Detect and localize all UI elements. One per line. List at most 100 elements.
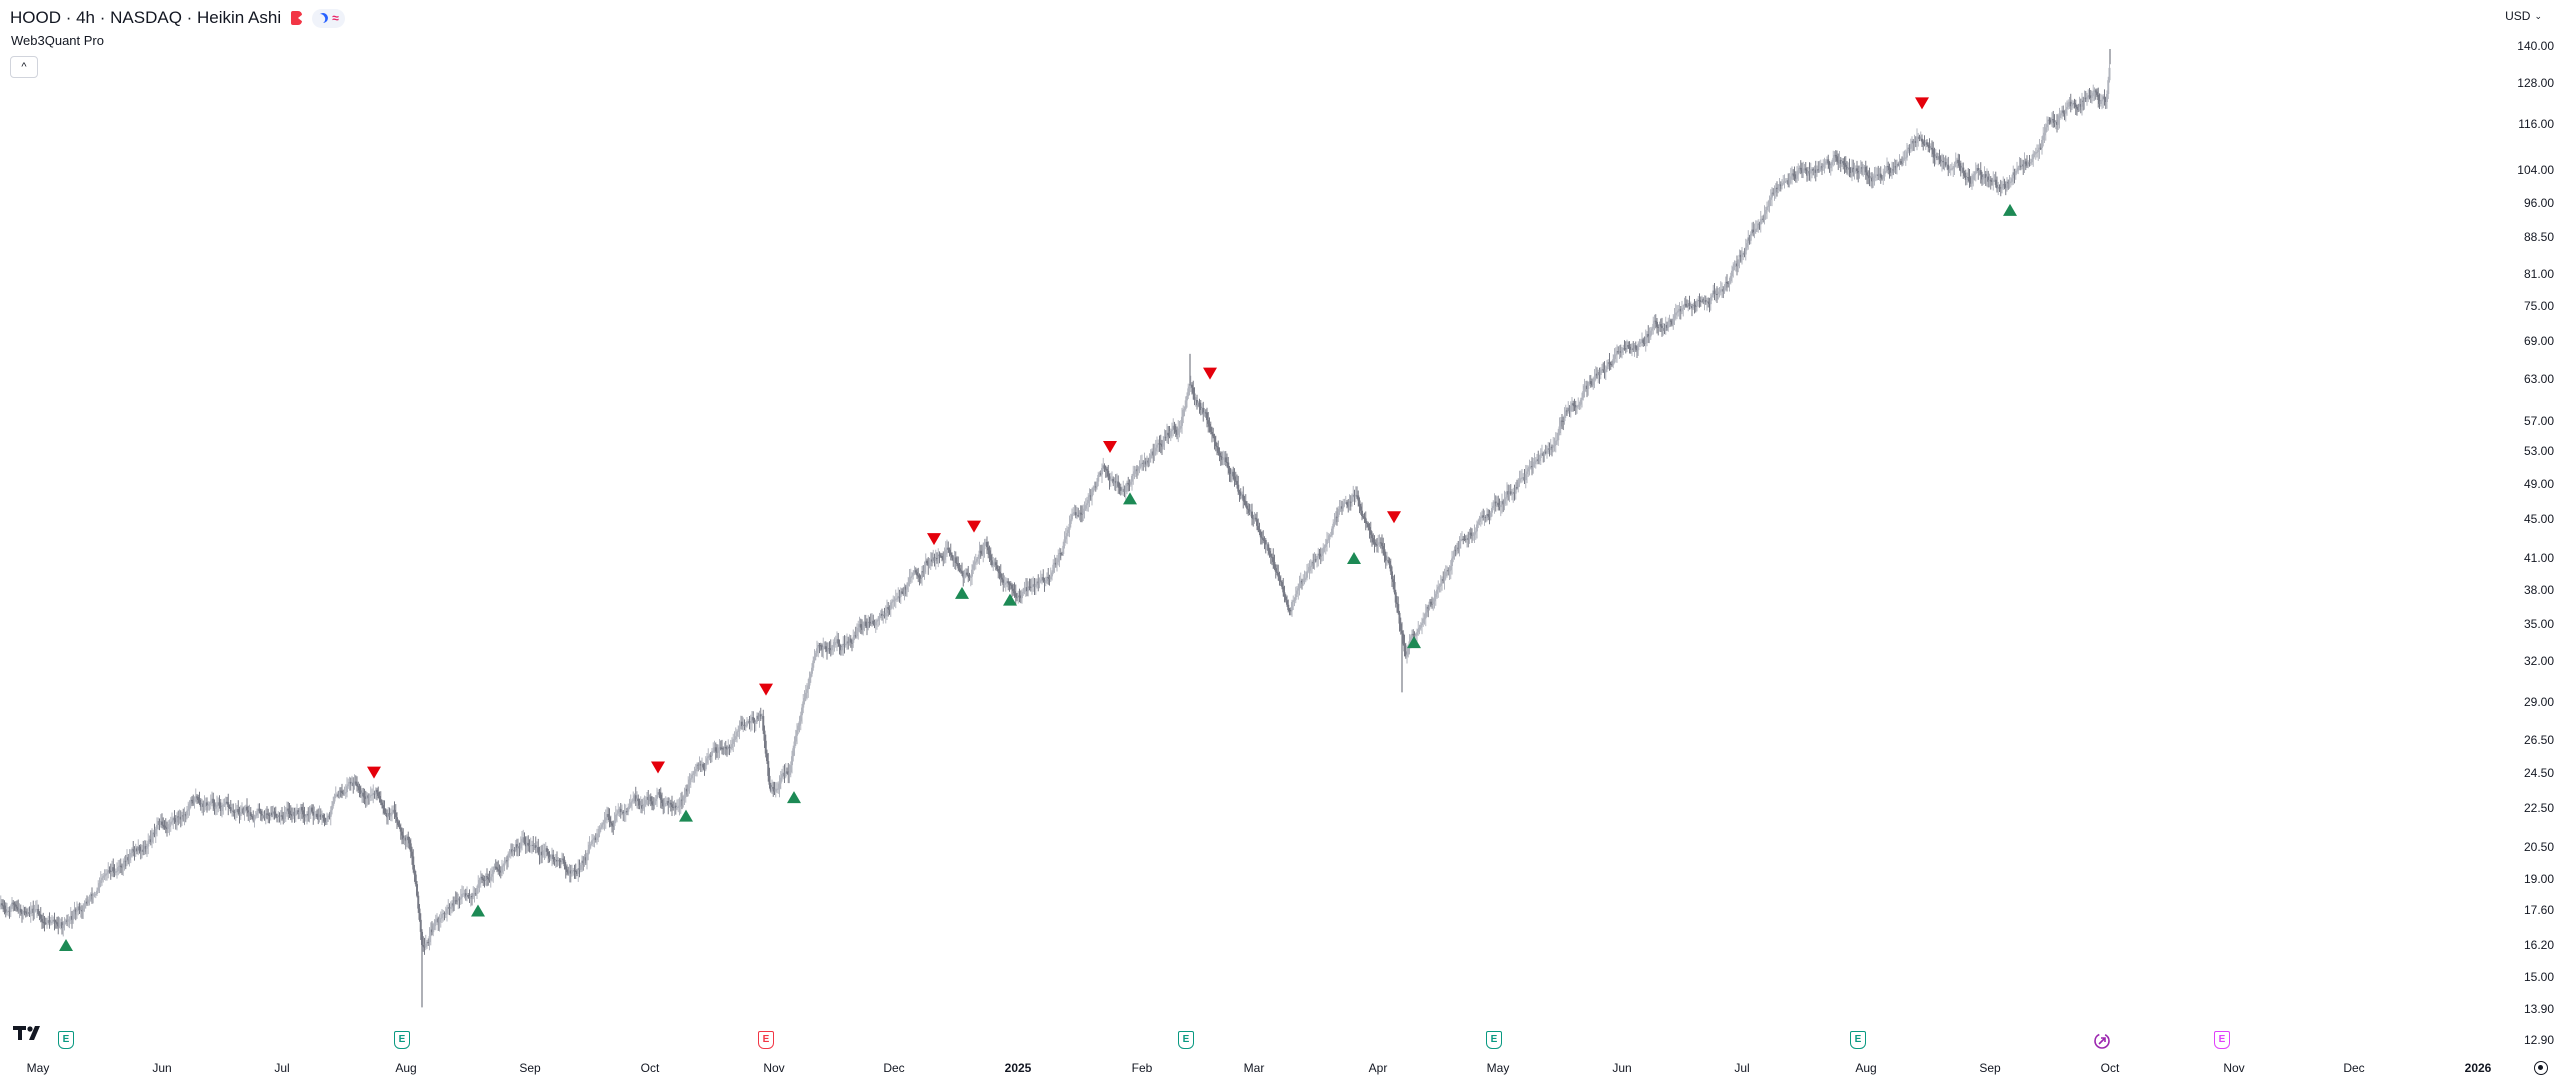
candle-body [187, 809, 190, 811]
earnings-icon[interactable]: E [58, 1031, 74, 1049]
candle-body [692, 773, 695, 775]
candle-body [1012, 588, 1015, 592]
buy-signal-marker[interactable] [787, 791, 801, 804]
candle-body [274, 813, 277, 817]
candle-body [1123, 488, 1126, 492]
candle-body [1394, 592, 1397, 603]
candle-body [489, 876, 492, 881]
buy-signal-marker[interactable] [1347, 551, 1361, 564]
buy-signal-marker[interactable] [471, 904, 485, 917]
sell-signal-marker[interactable] [1915, 97, 1929, 110]
candle-body [819, 645, 822, 647]
indicator-label[interactable]: Web3Quant Pro [11, 33, 104, 48]
sell-signal-marker[interactable] [967, 520, 981, 533]
dividend-icon[interactable] [2092, 1031, 2112, 1051]
sell-signal-marker[interactable] [1387, 511, 1401, 524]
price-axis[interactable]: 140.00 128.00 116.00 104.00 96.00 88.50 81.00 7… [2500, 0, 2560, 1083]
earnings-icon[interactable]: E [758, 1031, 774, 1049]
candle-body [1813, 169, 1816, 171]
candle-body [1812, 168, 1815, 171]
candle-body [959, 570, 962, 572]
candle-body [438, 919, 441, 923]
candle-body [881, 613, 883, 616]
candle-body [1412, 633, 1415, 635]
candle-body [1097, 474, 1100, 482]
sell-signal-marker[interactable] [927, 533, 941, 546]
candle-body [592, 839, 595, 841]
candle-body [331, 805, 333, 811]
price-plot[interactable] [0, 0, 2500, 1083]
candle-body [1333, 522, 1336, 524]
candle-body [1251, 511, 1253, 519]
candle-body [21, 912, 23, 914]
collapse-button[interactable]: ^ [10, 56, 38, 78]
candle-body [98, 883, 101, 888]
candle-body [484, 876, 487, 881]
candle-body [789, 765, 792, 773]
candle-body [1179, 425, 1182, 429]
buy-signal-marker[interactable] [679, 809, 693, 822]
candle-body [1359, 506, 1362, 511]
earnings-icon[interactable]: E [1486, 1031, 1502, 1049]
candle-body [1391, 571, 1393, 580]
candle-body [1449, 566, 1452, 571]
buy-signal-marker[interactable] [1407, 636, 1421, 649]
candle-body [1519, 478, 1522, 480]
candle-body [253, 816, 256, 821]
earnings-icon[interactable]: E [394, 1031, 410, 1049]
candle-body [134, 848, 137, 852]
candle-body [1726, 281, 1728, 284]
sell-signal-marker[interactable] [367, 766, 381, 779]
candle-body [1192, 387, 1195, 394]
candle-body [188, 803, 191, 810]
sell-signal-marker[interactable] [1203, 367, 1217, 380]
sell-signal-marker[interactable] [651, 761, 665, 774]
candle-body [559, 860, 562, 862]
candle-body [1139, 463, 1142, 467]
candle-body [1233, 476, 1236, 481]
candle-body [823, 646, 826, 648]
sell-signal-marker[interactable] [759, 683, 773, 696]
symbol-title[interactable]: HOOD · 4h · NASDAQ · Heikin Ashi [10, 8, 282, 27]
candle-body [82, 908, 85, 912]
flag-icon[interactable] [291, 11, 304, 25]
candle-body [1843, 163, 1846, 165]
candle-body [222, 804, 225, 807]
candle-body [1773, 192, 1776, 194]
candle-body [1488, 516, 1491, 518]
symbol-status-pill[interactable]: ≈ [312, 8, 345, 28]
currency-select[interactable]: USD ⌄ [2505, 9, 2542, 23]
candle-body [2096, 91, 2098, 95]
candle-body [842, 643, 845, 648]
candle-body [1877, 174, 1880, 176]
settings-icon[interactable] [2534, 1061, 2548, 1075]
candle-body [627, 807, 630, 812]
candle-body [664, 802, 667, 804]
earnings-icon[interactable]: E [1850, 1031, 1866, 1049]
candle-body [1504, 497, 1507, 499]
candle-body [1634, 345, 1637, 349]
candle-body [1088, 495, 1091, 500]
candle-body [763, 730, 766, 741]
buy-signal-marker[interactable] [1123, 492, 1137, 505]
candle-body [2029, 162, 2032, 164]
earnings-icon[interactable]: E [2214, 1031, 2230, 1049]
candle-body [797, 725, 800, 731]
buy-signal-marker[interactable] [59, 939, 73, 952]
sell-signal-marker[interactable] [1103, 441, 1117, 454]
buy-signal-marker[interactable] [2003, 203, 2017, 216]
earnings-icon[interactable]: E [1178, 1031, 1194, 1049]
candle-body [1648, 336, 1651, 338]
buy-signal-marker[interactable] [955, 586, 969, 599]
tradingview-logo-icon[interactable] [13, 1024, 47, 1042]
candle-body [1758, 223, 1761, 225]
candle-body [1281, 582, 1283, 587]
candle-body [158, 821, 161, 825]
candle-body [714, 747, 717, 752]
buy-signal-marker[interactable] [1003, 593, 1017, 606]
candle-body [1377, 543, 1380, 545]
candle-body [1956, 159, 1958, 162]
candle-body [1849, 169, 1852, 173]
candle-body [1567, 407, 1570, 411]
candle-body [1092, 487, 1095, 493]
